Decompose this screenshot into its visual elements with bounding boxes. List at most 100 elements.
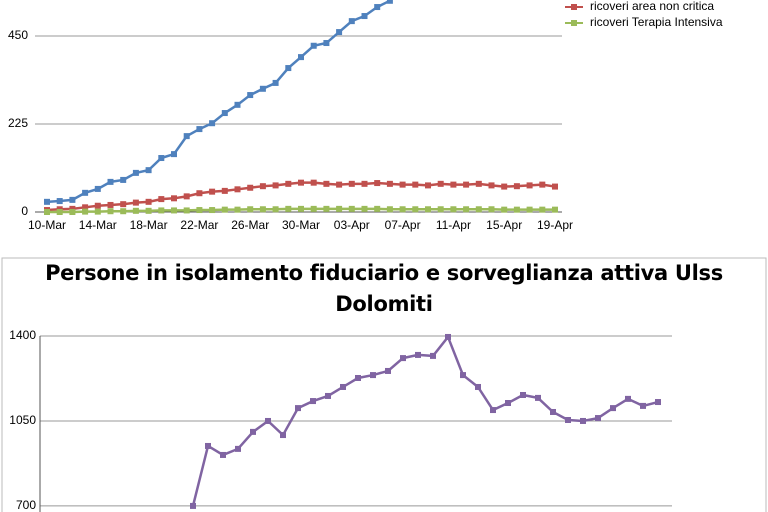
point — [145, 207, 152, 214]
point — [56, 198, 63, 205]
point — [171, 207, 177, 214]
point — [69, 196, 76, 203]
point — [209, 188, 216, 195]
point — [595, 415, 601, 422]
point — [336, 29, 343, 36]
point — [374, 205, 381, 212]
point — [285, 65, 292, 72]
x-tick-label: 11-Apr — [436, 218, 471, 232]
point — [552, 206, 558, 213]
point — [221, 110, 228, 117]
point — [310, 42, 317, 49]
point — [336, 181, 343, 188]
point — [501, 183, 508, 190]
point — [348, 205, 355, 212]
point — [247, 206, 254, 213]
point — [399, 181, 406, 188]
point — [526, 182, 533, 189]
point — [285, 180, 292, 187]
point — [445, 333, 451, 340]
point — [132, 207, 139, 214]
point — [220, 451, 226, 458]
point — [209, 207, 216, 214]
point — [310, 205, 317, 212]
point — [513, 183, 520, 190]
point — [250, 428, 256, 435]
point — [361, 13, 368, 20]
point — [336, 205, 343, 212]
point — [44, 209, 50, 215]
legend-marker — [571, 20, 577, 26]
point — [425, 182, 431, 189]
point — [370, 372, 376, 379]
point — [69, 209, 76, 215]
point — [82, 208, 89, 215]
point — [539, 206, 546, 213]
point — [107, 178, 114, 185]
point — [56, 209, 63, 215]
point — [475, 206, 482, 213]
x-tick-label: 26-Mar — [231, 218, 269, 232]
point — [348, 180, 355, 187]
point — [490, 407, 496, 414]
point — [265, 417, 271, 424]
point — [580, 417, 586, 424]
point — [94, 185, 101, 192]
y-tick-label: 1050 — [9, 413, 36, 427]
legend-marker — [571, 4, 577, 10]
point — [399, 206, 406, 213]
point — [488, 206, 495, 213]
legend-label: ricoveri Terapia Intensiva — [590, 15, 723, 29]
point — [323, 180, 330, 187]
series-line — [46, 0, 391, 204]
point — [82, 204, 89, 211]
point — [171, 151, 177, 158]
point — [460, 372, 466, 379]
point — [501, 206, 508, 213]
point — [183, 207, 190, 214]
point — [295, 405, 301, 412]
point — [132, 199, 139, 206]
point — [190, 502, 196, 509]
point — [374, 180, 381, 187]
y-tick-label: 1400 — [9, 328, 36, 342]
point — [298, 179, 304, 186]
point — [412, 206, 419, 213]
point — [107, 208, 114, 215]
legend-label: ricoveri area non critica — [590, 0, 714, 13]
point — [132, 169, 139, 176]
point — [272, 182, 279, 189]
point — [158, 155, 165, 162]
point — [386, 206, 393, 213]
point — [539, 181, 546, 188]
point — [552, 183, 558, 190]
point — [535, 394, 541, 401]
point — [107, 201, 114, 208]
point — [158, 207, 165, 214]
point — [505, 400, 511, 407]
point — [235, 445, 241, 452]
point — [610, 405, 616, 412]
point — [285, 205, 292, 212]
point — [221, 187, 228, 194]
point — [565, 416, 571, 423]
x-tick-label: 18-Mar — [130, 218, 168, 232]
point — [386, 180, 393, 187]
chart-title: Persone in isolamento fiduciario e sorve… — [45, 261, 723, 316]
point — [221, 206, 228, 213]
point — [247, 184, 254, 191]
point — [415, 351, 421, 358]
x-tick-label: 30-Mar — [282, 218, 320, 232]
point — [120, 208, 127, 215]
point — [361, 205, 368, 212]
point — [145, 198, 152, 205]
point — [145, 167, 152, 174]
point — [475, 383, 481, 390]
point — [348, 18, 355, 25]
point — [247, 92, 254, 99]
point — [259, 206, 266, 213]
point — [550, 408, 556, 415]
point — [323, 205, 330, 212]
